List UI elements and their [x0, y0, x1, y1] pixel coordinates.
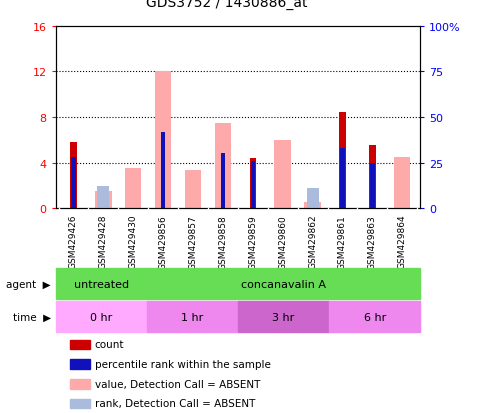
Bar	[56, 268, 147, 299]
Text: percentile rank within the sample: percentile rank within the sample	[95, 359, 270, 369]
Text: time  ▶: time ▶	[13, 312, 51, 322]
Bar	[71, 158, 76, 209]
Text: GSM429863: GSM429863	[368, 214, 377, 269]
Bar	[370, 163, 375, 209]
Bar	[238, 301, 329, 332]
Text: GSM429864: GSM429864	[398, 214, 407, 269]
Bar	[307, 189, 319, 209]
Bar	[70, 399, 90, 408]
Bar	[147, 301, 238, 332]
Text: GSM429860: GSM429860	[278, 214, 287, 269]
Text: GSM429430: GSM429430	[129, 214, 138, 269]
Text: GSM429858: GSM429858	[218, 214, 227, 269]
Bar	[215, 123, 231, 209]
Bar	[369, 146, 376, 209]
Bar	[394, 157, 411, 209]
Text: untreated: untreated	[73, 279, 128, 289]
Text: 6 hr: 6 hr	[364, 312, 386, 322]
Bar	[304, 203, 321, 209]
Bar	[251, 161, 255, 209]
Bar	[185, 171, 201, 209]
Text: 1 hr: 1 hr	[181, 312, 203, 322]
Bar	[339, 113, 346, 209]
Bar	[155, 72, 171, 209]
Bar	[161, 132, 165, 209]
Text: GSM429428: GSM429428	[99, 214, 108, 269]
Text: agent  ▶: agent ▶	[6, 279, 51, 289]
Text: GSM429856: GSM429856	[158, 214, 168, 269]
Bar	[70, 340, 90, 350]
Bar	[329, 301, 420, 332]
Bar	[95, 192, 112, 209]
Bar	[221, 154, 225, 209]
Text: rank, Detection Call = ABSENT: rank, Detection Call = ABSENT	[95, 398, 255, 408]
Bar	[98, 187, 109, 209]
Text: GSM429859: GSM429859	[248, 214, 257, 269]
Bar	[125, 169, 142, 209]
Bar	[147, 268, 420, 299]
Bar	[56, 301, 147, 332]
Text: GDS3752 / 1430886_at: GDS3752 / 1430886_at	[146, 0, 308, 10]
Bar	[70, 379, 90, 389]
Text: 0 hr: 0 hr	[90, 312, 112, 322]
Text: GSM429426: GSM429426	[69, 214, 78, 269]
Bar	[274, 140, 291, 209]
Bar	[70, 359, 90, 369]
Text: concanavalin A: concanavalin A	[241, 279, 326, 289]
Text: GSM429857: GSM429857	[188, 214, 198, 269]
Text: GSM429861: GSM429861	[338, 214, 347, 269]
Text: count: count	[95, 339, 124, 349]
Bar	[340, 149, 345, 209]
Text: 3 hr: 3 hr	[272, 312, 295, 322]
Text: GSM429862: GSM429862	[308, 214, 317, 269]
Text: value, Detection Call = ABSENT: value, Detection Call = ABSENT	[95, 379, 260, 389]
Bar	[250, 159, 256, 209]
Bar	[70, 143, 77, 209]
